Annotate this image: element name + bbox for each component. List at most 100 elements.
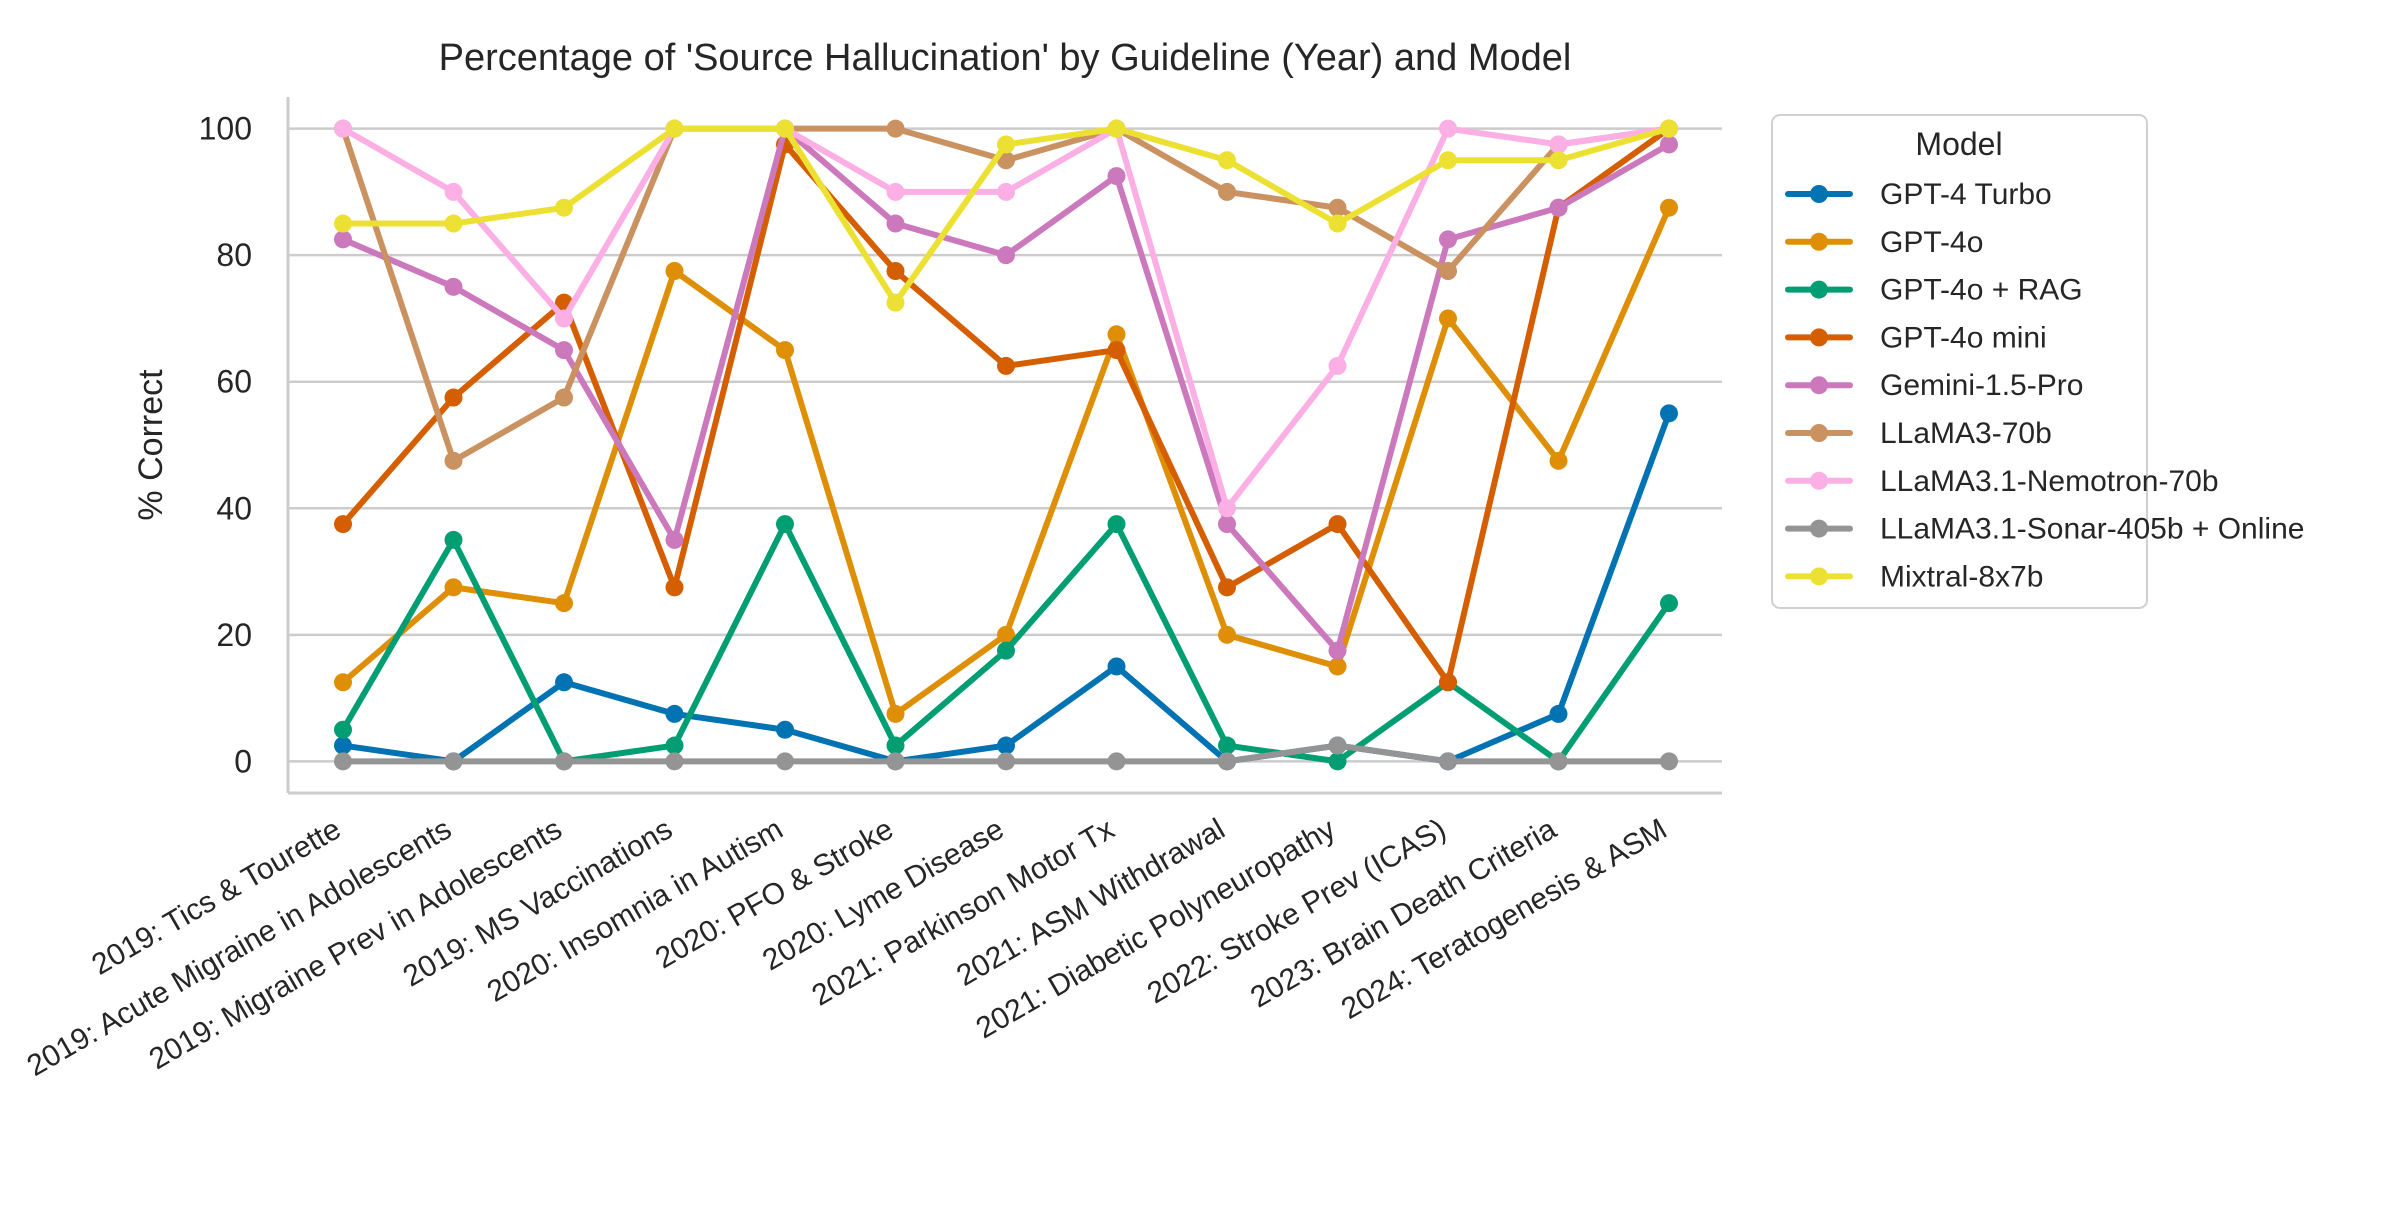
data-point — [1549, 198, 1568, 217]
legend-label: GPT-4o + RAG — [1880, 274, 2083, 307]
data-point — [1439, 752, 1457, 771]
legend-swatch-marker — [1810, 376, 1828, 395]
data-point — [1328, 752, 1347, 771]
x-tick-label: 2019: Migraine Prev in Adolescents — [144, 812, 568, 1076]
series-group — [334, 736, 1678, 771]
data-point — [886, 752, 905, 771]
legend-label: LLaMA3.1-Sonar-405b + Online — [1880, 513, 2304, 546]
data-point — [997, 641, 1015, 660]
data-point — [334, 119, 352, 138]
series-group — [334, 119, 1678, 470]
data-point — [444, 182, 463, 201]
data-point — [997, 182, 1015, 201]
data-point — [1328, 736, 1347, 755]
data-point — [444, 530, 463, 549]
legend-item: GPT-4 Turbo — [1785, 178, 2052, 211]
data-point — [1328, 657, 1347, 676]
data-point — [886, 119, 905, 138]
axes — [286, 97, 1722, 795]
data-point — [555, 309, 573, 328]
data-point — [1328, 198, 1347, 217]
data-point — [1328, 515, 1347, 534]
legend-swatch-marker — [1810, 424, 1828, 442]
data-point — [997, 356, 1015, 375]
legend-item: Mixtral-8x7b — [1785, 560, 2043, 593]
data-point — [334, 720, 352, 739]
data-point — [665, 530, 684, 549]
legend-swatch-marker — [1810, 185, 1828, 203]
data-point — [1439, 262, 1457, 280]
data-point — [555, 594, 573, 613]
legend-label: LLaMA3-70b — [1880, 417, 2052, 450]
data-point — [776, 119, 794, 138]
data-point — [444, 388, 463, 407]
data-point — [334, 515, 352, 534]
legend-label: GPT-4 Turbo — [1880, 178, 2052, 211]
data-point — [665, 736, 684, 755]
series-lines — [334, 119, 1678, 771]
data-point — [1107, 752, 1126, 771]
data-point — [1660, 404, 1678, 423]
data-point — [997, 135, 1015, 154]
data-point — [665, 119, 684, 138]
y-tick-labels: 0 20 40 60 80 100 — [199, 111, 252, 780]
data-point — [334, 673, 352, 692]
series-group — [334, 119, 1678, 692]
data-point — [886, 293, 905, 312]
data-point — [997, 246, 1015, 265]
data-point — [1107, 515, 1126, 534]
data-point — [665, 752, 684, 771]
y-tick-label: 80 — [216, 237, 252, 273]
data-point — [1439, 119, 1457, 138]
legend-item: LLaMA3-70b — [1785, 417, 2052, 450]
y-tick-label: 100 — [199, 111, 252, 147]
data-point — [1660, 752, 1678, 771]
data-point — [1439, 230, 1457, 249]
series-line — [340, 125, 1672, 654]
data-point — [776, 720, 794, 739]
data-point — [886, 262, 905, 280]
data-point — [1218, 151, 1236, 170]
data-point — [1549, 451, 1568, 470]
data-point — [444, 214, 463, 233]
legend-label: GPT-4o — [1880, 226, 1983, 259]
data-point — [886, 182, 905, 201]
data-point — [1549, 752, 1568, 771]
data-point — [334, 230, 352, 249]
series-group — [334, 404, 1678, 771]
data-point — [1218, 578, 1236, 597]
data-point — [1328, 641, 1347, 660]
data-point — [444, 451, 463, 470]
y-tick-label: 0 — [234, 743, 252, 779]
legend-swatch-marker — [1810, 471, 1828, 490]
data-point — [1549, 704, 1568, 723]
series-group — [334, 119, 1678, 312]
data-point — [776, 341, 794, 360]
data-point — [1328, 356, 1347, 375]
data-point — [1439, 673, 1457, 692]
data-point — [1218, 182, 1236, 201]
data-point — [776, 515, 794, 534]
data-point — [665, 578, 684, 597]
legend-label: LLaMA3.1-Nemotron-70b — [1880, 465, 2219, 498]
data-point — [555, 388, 573, 407]
legend-swatch-marker — [1810, 519, 1828, 538]
data-point — [334, 736, 352, 755]
data-point — [665, 704, 684, 723]
data-point — [444, 277, 463, 296]
data-point — [1660, 119, 1678, 138]
data-point — [1439, 309, 1457, 328]
legend-title: Model — [1915, 126, 2002, 162]
data-point — [1549, 135, 1568, 154]
data-point — [886, 704, 905, 723]
chart-title: Percentage of 'Source Hallucination' by … — [439, 37, 1572, 79]
data-point — [665, 262, 684, 280]
legend-swatch-marker — [1810, 328, 1828, 347]
legend-item: Gemini-1.5-Pro — [1785, 369, 2083, 402]
legend-frame — [1771, 114, 2148, 609]
legend: Model GPT-4 Turbo GPT-4o GPT-4o + RAG GPT-4… — [1771, 114, 2304, 609]
y-tick-label: 20 — [216, 617, 252, 653]
legend-label: GPT-4o mini — [1880, 321, 2047, 354]
